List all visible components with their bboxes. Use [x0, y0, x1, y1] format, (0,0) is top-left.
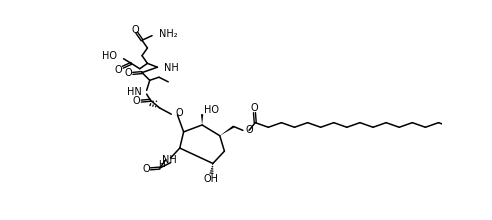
Polygon shape	[220, 126, 234, 136]
Text: O: O	[250, 103, 258, 113]
Text: •••: •••	[149, 99, 158, 104]
Text: OH: OH	[204, 174, 219, 184]
Text: O: O	[131, 25, 139, 35]
Text: O: O	[142, 164, 150, 174]
Text: NH₂: NH₂	[159, 29, 178, 39]
Polygon shape	[201, 114, 203, 125]
Text: NH: NH	[162, 155, 177, 165]
Text: HN: HN	[126, 87, 141, 97]
Text: HO: HO	[204, 104, 218, 115]
Text: HO: HO	[102, 51, 118, 61]
Text: O: O	[133, 96, 140, 106]
Text: O: O	[246, 125, 253, 135]
Text: NH: NH	[164, 63, 179, 73]
Text: O: O	[114, 64, 122, 75]
Text: O: O	[175, 108, 183, 118]
Text: H: H	[158, 160, 165, 169]
Text: O: O	[124, 68, 132, 78]
